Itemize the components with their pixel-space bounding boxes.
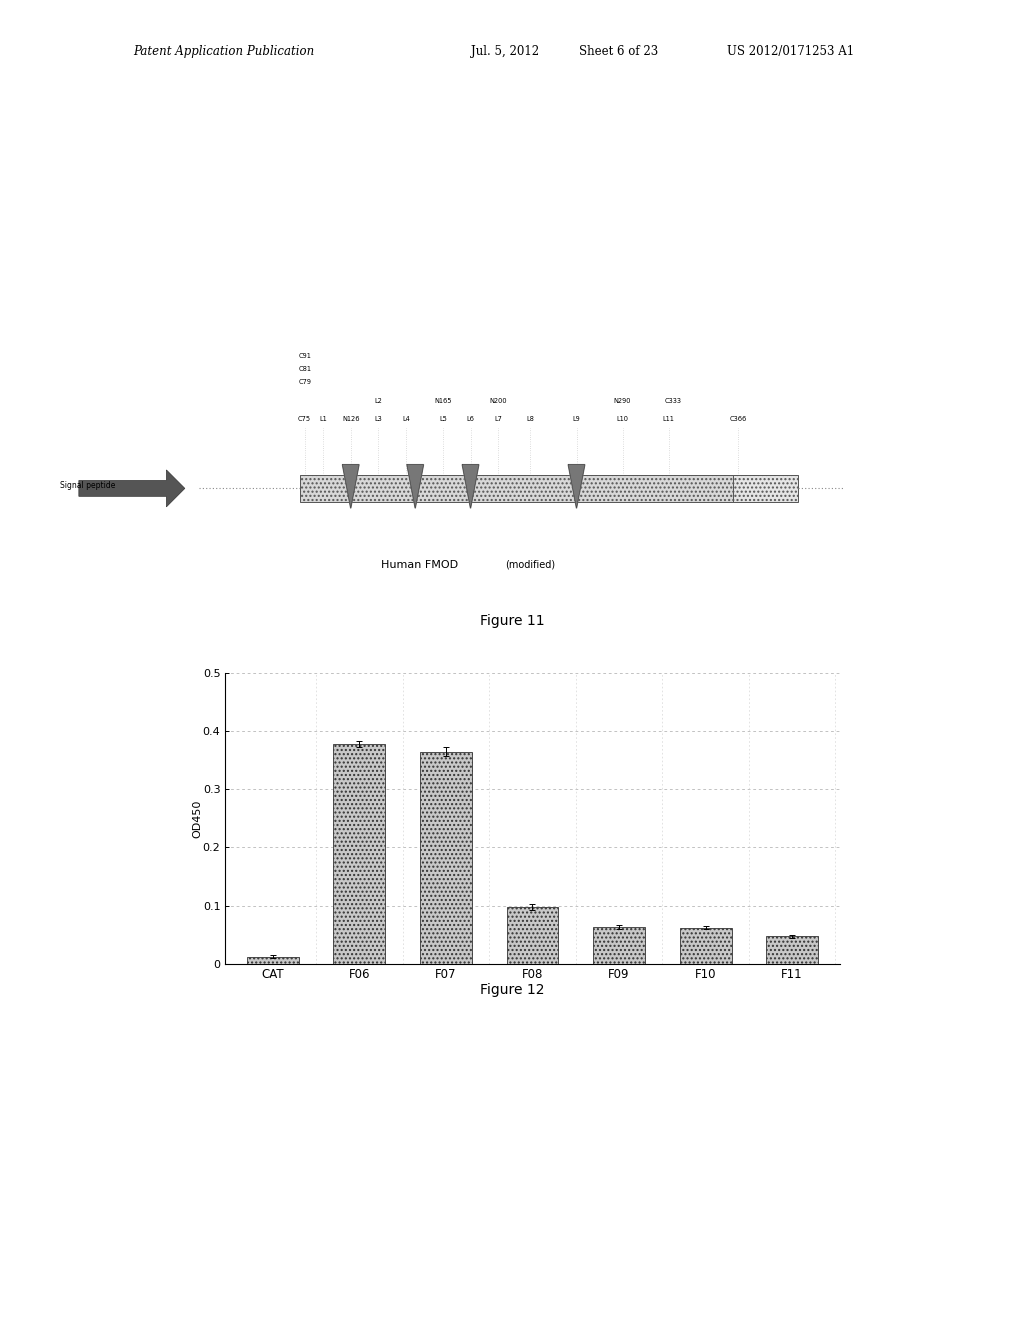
- Text: Jul. 5, 2012: Jul. 5, 2012: [471, 45, 540, 58]
- Text: Figure 11: Figure 11: [479, 614, 545, 628]
- Text: (modified): (modified): [506, 560, 555, 570]
- Text: L6: L6: [467, 416, 474, 422]
- Text: US 2012/0171253 A1: US 2012/0171253 A1: [727, 45, 854, 58]
- Bar: [733, 475, 798, 502]
- Bar: [593, 927, 645, 964]
- Text: Sheet 6 of 23: Sheet 6 of 23: [579, 45, 657, 58]
- Text: C75: C75: [298, 416, 311, 422]
- Text: C91: C91: [298, 352, 311, 359]
- Bar: [766, 936, 818, 964]
- Polygon shape: [342, 465, 359, 508]
- Text: C366: C366: [729, 416, 746, 422]
- Text: L9: L9: [572, 416, 581, 422]
- Text: N200: N200: [489, 397, 507, 404]
- Bar: [507, 907, 558, 964]
- Bar: [334, 744, 385, 964]
- FancyArrow shape: [79, 470, 184, 507]
- Text: Patent Application Publication: Patent Application Publication: [133, 45, 314, 58]
- Bar: [247, 957, 299, 964]
- Text: N290: N290: [613, 397, 632, 404]
- Y-axis label: OD450: OD450: [193, 799, 202, 838]
- Text: C81: C81: [298, 366, 311, 372]
- Text: L4: L4: [402, 416, 410, 422]
- Polygon shape: [568, 465, 585, 508]
- Text: L10: L10: [616, 416, 629, 422]
- Text: L3: L3: [375, 416, 382, 422]
- Text: N126: N126: [342, 416, 359, 422]
- Text: L2: L2: [375, 397, 382, 404]
- Text: L11: L11: [663, 416, 675, 422]
- Text: Figure 12: Figure 12: [480, 983, 544, 998]
- Bar: [420, 751, 472, 964]
- Text: Signal peptide: Signal peptide: [60, 482, 116, 490]
- Text: C333: C333: [665, 397, 682, 404]
- Polygon shape: [462, 465, 479, 508]
- Text: N165: N165: [434, 397, 452, 404]
- Polygon shape: [407, 465, 424, 508]
- Text: L5: L5: [439, 416, 446, 422]
- Text: C79: C79: [298, 379, 311, 385]
- Bar: [680, 928, 731, 964]
- Text: L1: L1: [319, 416, 327, 422]
- Bar: [300, 475, 733, 502]
- Text: L7: L7: [495, 416, 502, 422]
- Text: L8: L8: [526, 416, 535, 422]
- Text: Human FMOD: Human FMOD: [381, 560, 459, 570]
